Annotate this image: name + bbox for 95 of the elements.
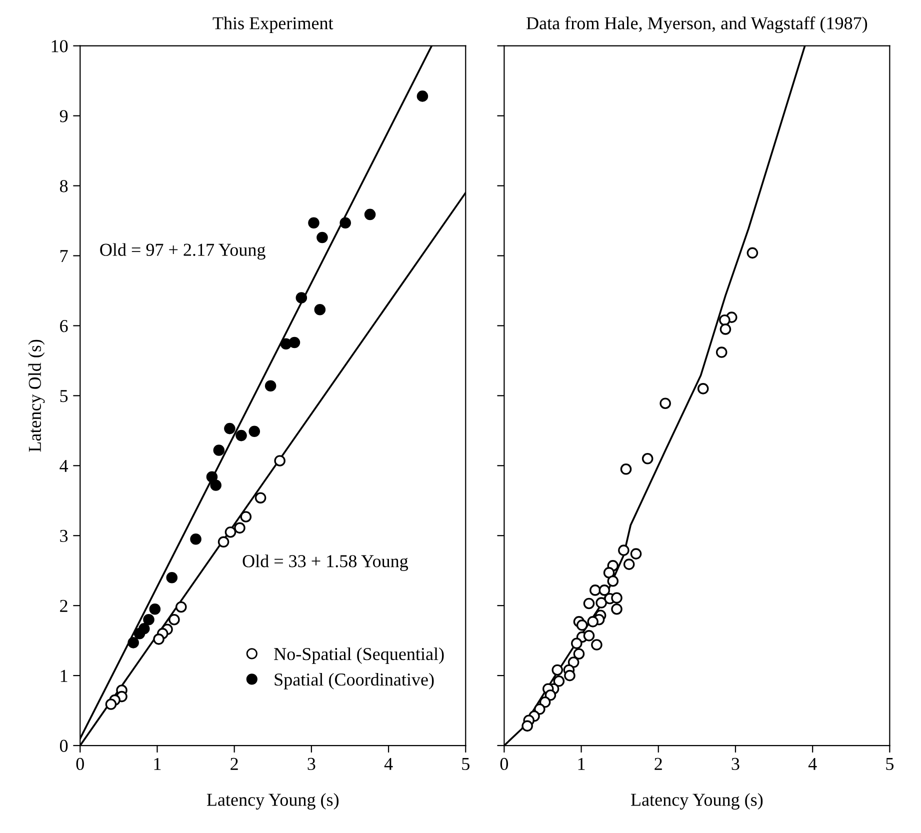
- x-tick-label: 5: [886, 758, 894, 770]
- point: [522, 720, 533, 732]
- x-axis-title: Latency Young (s): [206, 793, 339, 810]
- point: [134, 628, 146, 640]
- chart-title: This Experiment: [212, 16, 334, 33]
- point: [552, 664, 564, 676]
- point: [308, 217, 320, 228]
- point: [576, 620, 588, 631]
- point: [611, 592, 622, 604]
- y-tick-label: 8: [60, 180, 68, 192]
- y-tick-label: 6: [60, 320, 68, 332]
- annotation: Old = 33 + 1.58 Young: [242, 554, 408, 571]
- point: [660, 398, 671, 410]
- x-tick-label: 3: [732, 758, 740, 770]
- point: [583, 630, 595, 642]
- point: [206, 471, 218, 482]
- point: [296, 292, 308, 304]
- point: [553, 676, 565, 687]
- legend-label: Spatial (Coordinative): [274, 672, 434, 690]
- point: [234, 522, 246, 534]
- point: [642, 453, 654, 464]
- y-tick-label: 4: [60, 460, 68, 472]
- point: [568, 656, 580, 668]
- point: [583, 598, 595, 610]
- point: [340, 217, 351, 228]
- point: [539, 696, 551, 708]
- point: [603, 567, 615, 578]
- point: [288, 336, 300, 348]
- point: [248, 426, 260, 438]
- y-tick-label: 10: [52, 40, 68, 52]
- point: [314, 304, 326, 316]
- y-axis-title: Latency Old (s): [28, 340, 45, 452]
- point: [153, 634, 164, 645]
- point: [149, 603, 161, 615]
- point: [218, 536, 230, 548]
- point: [316, 232, 328, 244]
- point: [213, 444, 225, 456]
- x-axis-title: Latency Young (s): [631, 793, 763, 810]
- point: [630, 548, 642, 560]
- x-tick-label: 3: [308, 758, 316, 770]
- point: [746, 247, 758, 259]
- x-tick-label: 5: [462, 758, 470, 770]
- y-tick-label: 7: [60, 250, 68, 262]
- y-tick-label: 9: [60, 110, 68, 122]
- point: [607, 575, 619, 587]
- point: [623, 558, 635, 570]
- y-tick-label: 3: [60, 530, 68, 542]
- point: [618, 544, 630, 556]
- point: [168, 614, 180, 626]
- point: [573, 648, 585, 660]
- y-tick-label: 2: [60, 600, 68, 612]
- point: [544, 690, 556, 701]
- point: [719, 314, 730, 326]
- point: [264, 380, 276, 392]
- x-tick-label: 0: [500, 758, 508, 770]
- x-tick-label: 4: [384, 758, 393, 770]
- x-tick-label: 2: [230, 758, 238, 770]
- point: [590, 584, 601, 596]
- point: [190, 533, 202, 545]
- point: [240, 511, 252, 522]
- point: [716, 346, 728, 358]
- chart-title: Data from Hale, Myerson, and Wagstaff (1987): [526, 16, 868, 34]
- y-tick-label: 5: [60, 390, 68, 402]
- point: [720, 324, 732, 335]
- y-tick-label: 0: [60, 740, 68, 752]
- x-tick-label: 1: [578, 758, 585, 770]
- annotation: Old = 97 + 2.17 Young: [100, 243, 266, 260]
- legend-label: No-Spatial (Sequential): [274, 647, 444, 664]
- x-tick-label: 1: [154, 758, 161, 770]
- point: [128, 637, 139, 648]
- point: [166, 572, 178, 584]
- point: [564, 670, 576, 682]
- y-tick-label: 1: [60, 670, 68, 682]
- point: [611, 603, 622, 615]
- point: [416, 90, 428, 102]
- point: [274, 455, 286, 466]
- point: [571, 638, 582, 650]
- point: [254, 492, 266, 504]
- point: [620, 464, 632, 475]
- point: [224, 422, 236, 434]
- x-tick-label: 0: [76, 758, 84, 770]
- point: [175, 601, 187, 613]
- point: [236, 430, 247, 442]
- point: [598, 584, 610, 596]
- point: [596, 597, 607, 608]
- point: [210, 480, 222, 491]
- point: [143, 614, 154, 626]
- x-tick-label: 4: [808, 758, 817, 770]
- point: [224, 526, 236, 538]
- point: [591, 639, 602, 650]
- point: [364, 208, 376, 220]
- point: [587, 616, 598, 628]
- x-tick-label: 2: [654, 758, 662, 770]
- point: [105, 698, 117, 710]
- point: [697, 383, 709, 394]
